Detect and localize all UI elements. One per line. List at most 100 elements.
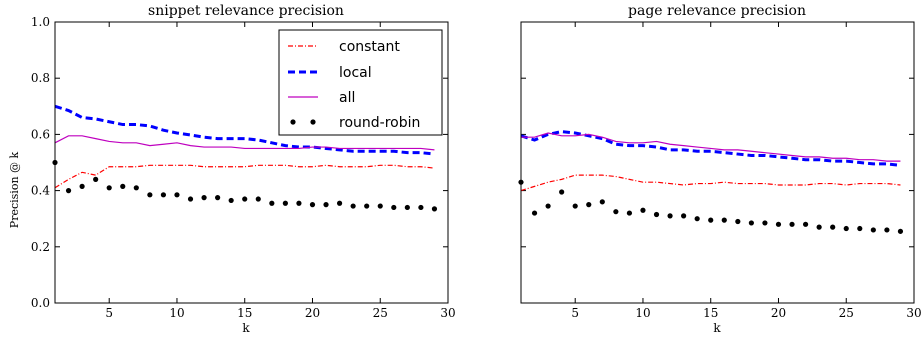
page-point-round-robin [816,224,822,230]
snippet-ytick-label: 0.4 [31,184,50,198]
page-point-round-robin [830,224,836,230]
snippet-xtick-label: 10 [169,306,184,320]
snippet-point-round-robin [364,203,370,209]
snippet-point-round-robin [79,183,85,189]
legend-item-round-robin: round-robin [290,115,420,131]
panel-snippet-title: snippet relevance precision [148,3,344,19]
page-point-round-robin [884,227,890,233]
page-point-round-robin [531,210,538,216]
page-point-round-robin [802,221,809,227]
legend-label-all: all [339,90,355,106]
page-series-local [520,130,901,167]
page-point-round-robin [586,202,592,208]
snippet-ytick-label: 1.0 [31,15,50,29]
snippet-point-round-robin [296,200,302,206]
page-xtick-label: 30 [906,306,921,320]
snippet-point-round-robin [350,203,356,209]
snippet-point-round-robin [309,202,316,208]
page-point-round-robin [640,207,646,213]
panel-page: page relevance precision k 5 10 15 20 25 30 [518,3,922,335]
page-point-round-robin [857,225,863,232]
panel-snippet-xlabel: k [242,321,250,335]
snippet-point-round-robin [404,204,410,211]
page-series-constant [520,174,901,192]
snippet-point-round-robin [418,204,424,211]
page-point-round-robin [721,217,727,223]
snippet-xtick-label: 20 [305,306,320,320]
panel-snippet-plot: 5 10 15 20 25 30 0.0 0.2 0.4 0.6 0.8 1.0 [31,15,456,320]
snippet-series-constant [54,164,435,189]
legend: constant local all round-robin [278,29,443,136]
panel-page-xlabel: k [713,321,721,335]
snippet-xtick-label: 15 [237,306,252,320]
page-point-round-robin [613,209,619,215]
page-point-round-robin [789,221,795,227]
page-point-round-robin [667,213,673,219]
legend-label-round-robin: round-robin [339,115,420,131]
legend-item-all: all [288,90,355,106]
page-point-round-robin [870,227,876,233]
legend-label-constant: constant [339,39,400,55]
snippet-ytick-label: 0.2 [31,240,50,254]
page-point-round-robin [559,189,565,195]
snippet-point-round-robin [106,185,112,191]
legend-label-local: local [339,65,372,81]
snippet-point-round-robin [336,200,343,206]
page-xtick-label: 10 [635,306,650,320]
page-xtick-label: 5 [571,306,579,320]
snippet-series-all [54,135,435,151]
page-point-round-robin [545,203,551,209]
page-point-round-robin [653,211,660,218]
legend-marker-round-robin [310,119,316,125]
snippet-point-round-robin [120,183,126,189]
snippet-point-round-robin [323,202,329,208]
page-point-round-robin [599,199,605,205]
page-point-round-robin [748,220,754,226]
legend-marker-round-robin [290,119,296,125]
panel-snippet: snippet relevance precision Precision @ … [8,3,456,335]
snippet-point-round-robin [65,188,72,194]
snippet-xtick-label: 30 [440,306,455,320]
page-point-round-robin [626,210,633,216]
legend-item-local: local [288,65,372,81]
snippet-ytick-label: 0.0 [31,296,50,310]
legend-item-constant: constant [288,39,400,55]
snippet-point-round-robin [133,185,139,191]
snippet-ytick-label: 0.8 [31,71,50,85]
snippet-point-round-robin [160,192,167,198]
panel-snippet-frame [54,21,449,304]
page-point-round-robin [762,220,768,226]
snippet-point-round-robin [255,196,261,202]
snippet-point-round-robin [215,195,221,201]
panel-page-plot: 5 10 15 20 25 30 [518,21,922,320]
snippet-point-round-robin [282,200,288,206]
snippet-point-round-robin [391,204,397,211]
page-series-all [521,132,901,162]
snippet-point-round-robin [431,206,438,212]
snippet-point-round-robin [147,192,153,198]
legend-box [278,29,443,136]
panel-page-title: page relevance precision [628,3,806,19]
page-point-round-robin [694,216,700,222]
page-point-round-robin [572,203,578,209]
snippet-point-round-robin [93,176,99,182]
snippet-point-round-robin [228,197,234,204]
snippet-point-round-robin [201,195,207,201]
panel-page-frame [520,21,915,304]
page-xtick-label: 15 [703,306,718,320]
page-point-round-robin [708,217,714,223]
page-xtick-label: 20 [771,306,786,320]
snippet-xtick-label: 25 [373,306,388,320]
snippet-xtick-label: 5 [105,306,113,320]
page-point-round-robin [681,213,687,219]
snippet-ytick-label: 0.6 [31,127,50,141]
panel-snippet-ylabel: Precision @ k [8,151,21,228]
page-point-round-robin [897,228,904,234]
snippet-point-round-robin [377,203,383,209]
snippet-point-round-robin [242,196,248,202]
snippet-point-round-robin [174,192,180,198]
page-point-round-robin [775,221,782,227]
snippet-point-round-robin [187,196,194,202]
page-point-round-robin [735,218,741,225]
